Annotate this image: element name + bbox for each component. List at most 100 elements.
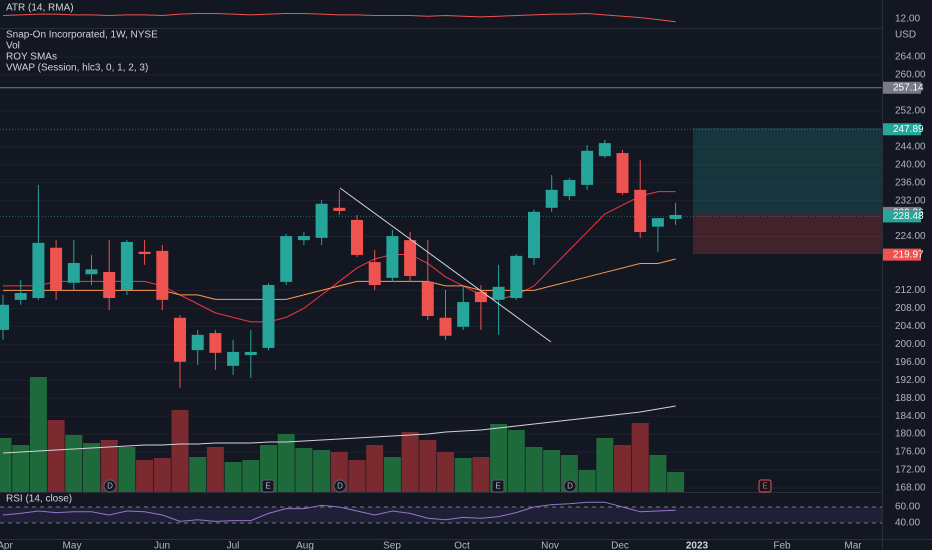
volume-bar [0,438,12,492]
y-tick-label: 184.00 [895,411,926,422]
volume-bar [189,457,207,492]
volume-bar [65,435,83,492]
x-tick-label: Sep [383,541,401,550]
price-tag [883,123,921,136]
volume-bar [224,462,242,492]
candle-body [528,211,540,259]
rsi-line [2,501,676,522]
candle-body [14,293,27,300]
x-tick-label: Oct [454,541,470,550]
y-tick-label: 40.00 [895,518,920,529]
x-tick-label: Feb [773,541,791,550]
volume-bar [649,455,667,492]
candle-body [227,351,240,366]
candle-body [439,317,452,336]
atr-line [2,12,676,23]
y-tick-label: 192.00 [895,375,926,386]
volume-bar [83,443,100,492]
price-tag-label: 257.14 [893,82,924,93]
x-tick-label: Mar [844,541,862,550]
candle-body [156,250,169,300]
y-tick-label: 200.00 [895,339,926,350]
candle-body [545,189,558,208]
volume-bar [543,450,561,492]
candle-body [120,241,133,290]
volume-bar [490,424,508,492]
y-tick-label: 180.00 [895,429,926,440]
y-tick-label: 244.00 [895,141,926,152]
x-tick-label: Aug [296,541,314,550]
y-tick-label: 172.00 [895,465,926,476]
y-tick-label: 232.00 [895,195,926,206]
candle-body [0,304,9,330]
event-marker [491,479,505,493]
volume-bar [454,458,472,492]
y-tick-label: 196.00 [895,357,926,368]
candle-body [651,218,664,227]
candle-body [457,302,470,327]
volume-bar [614,445,631,492]
candle-body [669,214,682,220]
event-label: D [107,482,113,491]
stop-zone [693,213,882,254]
volume-bar [578,470,596,492]
candle-body [85,269,98,275]
volume-bar [525,447,543,492]
volume-bar [419,440,437,492]
currency: USD [895,30,916,41]
candle-body [262,285,275,348]
chart-title: Snap-On Incorporated, 1W, NYSE [6,30,158,41]
volume-bar [366,445,384,492]
target-zone [693,128,882,213]
rsi-title: RSI (14, close) [6,494,72,505]
candle-body [67,263,80,283]
candle-body [510,255,523,299]
x-tick-label: Dec [611,541,629,550]
candle-body [280,236,293,282]
x-tick-label: Nov [541,541,559,550]
volume-bar [596,438,614,492]
candle-body [616,153,629,193]
candle-body [386,236,399,278]
event-marker [261,479,275,493]
volume-bar [313,450,331,492]
volume-bar [136,460,154,492]
y-tick-label: 12.00 [895,14,920,25]
x-tick-label: 2023 [686,541,709,550]
trend-line [339,187,552,343]
volume-bar [507,430,525,492]
y-tick-label: 60.00 [895,502,920,513]
volume-bar [383,457,401,492]
event-label: E [762,482,767,491]
volume-bar [242,460,260,492]
candle-body [50,247,63,290]
atr-title: ATR (14, RMA) [6,3,74,14]
price-tag [883,248,921,261]
y-tick-label: 176.00 [895,447,926,458]
price-tag [883,210,921,223]
x-tick-label: Jul [227,541,240,550]
candle-body [174,317,186,362]
event-marker [333,479,347,493]
volume-ma [2,405,676,454]
candle-body [492,286,505,300]
volume-bar [437,452,454,492]
event-label: E [265,482,270,491]
event-label: D [337,482,343,491]
y-tick-label: 260.00 [895,70,926,81]
candle-body [103,272,116,299]
volume-bar [171,410,189,492]
volume-bar [47,420,65,492]
indicator-label: Vol [6,41,20,52]
y-tick-label: 212.00 [895,285,926,296]
event-marker [563,479,577,493]
volume-bar [667,472,685,492]
volume-bar [348,460,366,492]
x-tick-label: May [63,541,82,550]
volume-bar [631,423,649,492]
y-tick-label: 240.00 [895,159,926,170]
candle-body [351,219,363,255]
y-tick-label: 168.00 [895,483,926,494]
volume-bar [12,445,30,492]
candle-body [333,207,346,211]
